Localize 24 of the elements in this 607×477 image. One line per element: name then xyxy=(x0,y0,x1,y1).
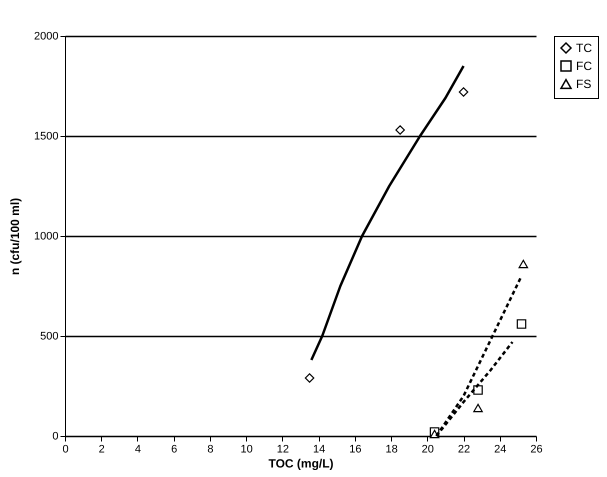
x-tick-label: 22 xyxy=(458,444,470,456)
x-tick-label: 6 xyxy=(171,444,178,456)
legend-label: TC xyxy=(576,41,592,55)
x-tick-label: 0 xyxy=(62,444,69,456)
x-tick-label: 12 xyxy=(276,444,290,456)
legend-label: FS xyxy=(576,77,592,91)
x-tick-label: 24 xyxy=(494,444,506,456)
x-tick-label: 26 xyxy=(530,444,543,456)
x-tick-label: 14 xyxy=(312,444,326,456)
y-tick-label: 0 xyxy=(52,430,58,442)
x-tick-label: 10 xyxy=(240,444,253,456)
x-axis-title: TOC (mg/L) xyxy=(268,456,334,470)
y-tick-label: 1000 xyxy=(34,230,58,242)
legend-label: FC xyxy=(576,59,592,73)
y-axis-title: n (cfu/100 ml) xyxy=(8,198,22,276)
x-tick-label: 8 xyxy=(207,444,214,456)
y-tick-label: 500 xyxy=(40,330,58,342)
x-tick-label: 4 xyxy=(134,444,142,456)
x-tick-label: 2 xyxy=(98,444,105,456)
x-tick-label: 16 xyxy=(349,444,362,456)
x-tick-label: 20 xyxy=(422,444,434,456)
y-tick-label: 1500 xyxy=(34,130,58,142)
y-tick-label: 2000 xyxy=(34,30,58,42)
x-tick-label: 18 xyxy=(385,444,398,456)
